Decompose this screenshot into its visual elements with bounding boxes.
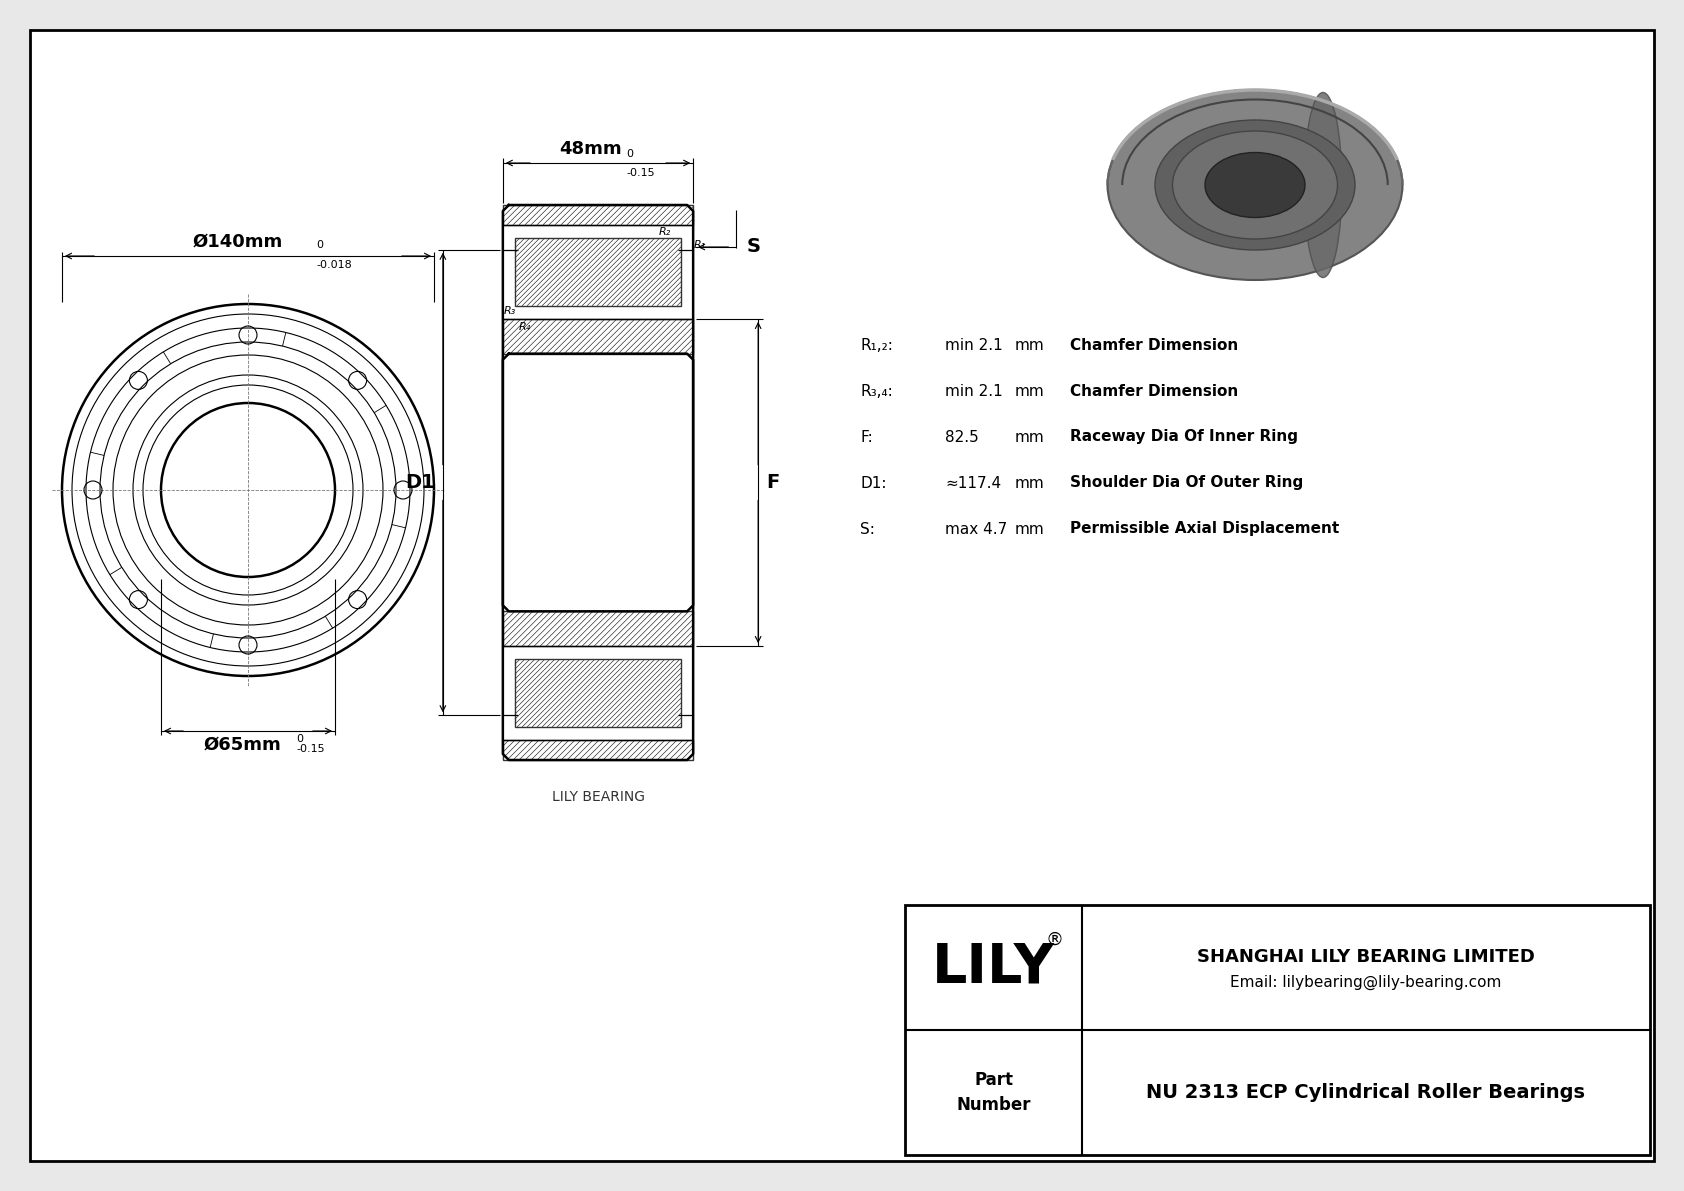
Text: ®: ®: [1046, 930, 1064, 948]
Text: LILY BEARING: LILY BEARING: [551, 790, 645, 804]
Text: S:: S:: [861, 522, 876, 536]
Bar: [515, 659, 680, 727]
Text: 82.5: 82.5: [945, 430, 978, 444]
Text: R₃: R₃: [504, 306, 515, 316]
Text: -0.15: -0.15: [296, 744, 325, 754]
Text: Permissible Axial Displacement: Permissible Axial Displacement: [1069, 522, 1339, 536]
Text: Email: lilybearing@lily-bearing.com: Email: lilybearing@lily-bearing.com: [1231, 975, 1502, 990]
Text: -0.018: -0.018: [317, 260, 352, 270]
Text: min 2.1: min 2.1: [945, 337, 1002, 353]
Bar: [504, 646, 694, 740]
Text: 0: 0: [626, 149, 633, 160]
Text: mm: mm: [1015, 337, 1044, 353]
Bar: [515, 238, 680, 306]
Text: mm: mm: [1015, 430, 1044, 444]
Text: F: F: [766, 473, 780, 492]
Bar: [504, 740, 694, 760]
Text: ≈117.4: ≈117.4: [945, 475, 1000, 491]
Text: SHANGHAI LILY BEARING LIMITED: SHANGHAI LILY BEARING LIMITED: [1197, 948, 1534, 967]
Text: Part
Number: Part Number: [957, 1071, 1031, 1114]
Text: 0: 0: [317, 241, 323, 250]
Text: Chamfer Dimension: Chamfer Dimension: [1069, 337, 1238, 353]
Ellipse shape: [1303, 93, 1342, 278]
Text: R₂: R₂: [658, 227, 672, 237]
Text: min 2.1: min 2.1: [945, 384, 1002, 399]
Text: Ø140mm: Ø140mm: [194, 233, 283, 251]
Text: mm: mm: [1015, 522, 1044, 536]
Text: D1: D1: [406, 473, 434, 492]
Bar: [504, 225, 694, 740]
Text: LILY: LILY: [931, 941, 1054, 994]
Text: Raceway Dia Of Inner Ring: Raceway Dia Of Inner Ring: [1069, 430, 1298, 444]
Text: R₁,₂:: R₁,₂:: [861, 337, 893, 353]
Text: R₄: R₄: [519, 322, 530, 332]
Text: D1:: D1:: [861, 475, 886, 491]
Ellipse shape: [1155, 120, 1356, 250]
Text: S: S: [746, 237, 759, 256]
Text: R₃,₄:: R₃,₄:: [861, 384, 893, 399]
Bar: [504, 225, 694, 319]
Bar: [504, 319, 694, 354]
Bar: [904, 905, 1650, 1155]
Text: NU 2313 ECP Cylindrical Roller Bearings: NU 2313 ECP Cylindrical Roller Bearings: [1147, 1083, 1586, 1102]
Bar: [504, 611, 694, 646]
Text: F:: F:: [861, 430, 872, 444]
Text: -0.15: -0.15: [626, 168, 655, 177]
Text: mm: mm: [1015, 475, 1044, 491]
Text: 48mm: 48mm: [559, 141, 621, 158]
Text: max 4.7: max 4.7: [945, 522, 1007, 536]
Ellipse shape: [1172, 131, 1337, 239]
Text: mm: mm: [1015, 384, 1044, 399]
Ellipse shape: [1108, 91, 1403, 280]
Text: R₁: R₁: [694, 241, 706, 250]
Text: Ø65mm: Ø65mm: [204, 736, 281, 754]
Text: Chamfer Dimension: Chamfer Dimension: [1069, 384, 1238, 399]
Text: 0: 0: [296, 734, 303, 744]
Text: Shoulder Dia Of Outer Ring: Shoulder Dia Of Outer Ring: [1069, 475, 1303, 491]
Ellipse shape: [1206, 152, 1305, 218]
Bar: [504, 205, 694, 225]
